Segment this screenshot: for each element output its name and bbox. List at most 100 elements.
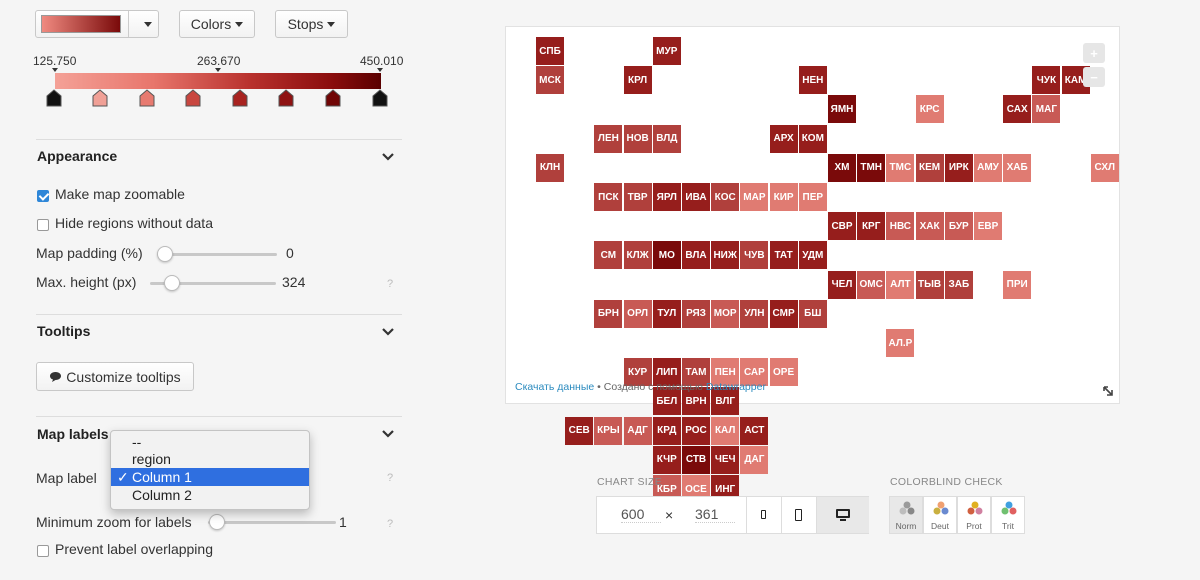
region-tile[interactable]: КАЛ: [711, 416, 740, 445]
dropdown-option-selected[interactable]: ✓ Column 1: [111, 468, 309, 486]
region-tile[interactable]: АМУ: [974, 153, 1002, 182]
appearance-title[interactable]: Appearance: [37, 148, 118, 164]
region-tile[interactable]: ЯРЛ: [652, 183, 681, 211]
region-tile[interactable]: ЛЕН: [594, 124, 623, 153]
zoom-in-button[interactable]: +: [1083, 43, 1105, 63]
region-tile[interactable]: СЕВ: [565, 416, 594, 445]
chart-height-input[interactable]: 361: [695, 506, 735, 523]
max-height-knob[interactable]: [164, 275, 180, 291]
region-tile[interactable]: НОВ: [623, 124, 652, 153]
region-tile[interactable]: САР: [740, 358, 769, 387]
dropdown-option[interactable]: --: [132, 434, 142, 450]
region-tile[interactable]: КИР: [769, 183, 798, 211]
region-tile[interactable]: ТЫВ: [915, 270, 944, 299]
colorblind-deut-button[interactable]: Deut: [923, 496, 957, 534]
region-tile[interactable]: КРГ: [857, 212, 886, 241]
chevron-down-icon[interactable]: [382, 428, 394, 440]
region-tile[interactable]: САХ: [1003, 95, 1032, 124]
min-zoom-slider[interactable]: [208, 521, 336, 524]
region-tile[interactable]: РЯЗ: [682, 299, 710, 328]
region-tile[interactable]: ДАГ: [740, 445, 769, 474]
region-tile[interactable]: ЧУВ: [740, 241, 769, 270]
region-tile[interactable]: ТМН: [857, 153, 886, 182]
region-tile[interactable]: АРХ: [769, 124, 798, 153]
region-tile[interactable]: КЧР: [652, 445, 681, 474]
max-height-slider[interactable]: [150, 282, 276, 285]
map-padding-slider[interactable]: [157, 253, 277, 256]
region-tile[interactable]: ПЕН: [711, 358, 740, 387]
region-tile[interactable]: МОР: [711, 299, 740, 328]
region-tile[interactable]: СПБ: [536, 37, 564, 65]
dropdown-option[interactable]: region: [132, 451, 171, 467]
help-icon[interactable]: ?: [387, 518, 394, 530]
region-tile[interactable]: ИВА: [682, 183, 710, 211]
tooltips-title[interactable]: Tooltips: [37, 323, 91, 339]
colorblind-prot-button[interactable]: Prot: [957, 496, 991, 534]
region-tile[interactable]: БШ: [798, 299, 827, 328]
region-tile[interactable]: АСТ: [740, 416, 769, 445]
region-tile[interactable]: АДГ: [623, 416, 652, 445]
region-tile[interactable]: ПРИ: [1003, 270, 1032, 299]
mobile-large-button[interactable]: [782, 497, 816, 533]
zoom-out-button[interactable]: −: [1083, 67, 1105, 87]
chart-width-input[interactable]: 600: [621, 506, 661, 523]
colors-button[interactable]: Colors: [179, 10, 255, 38]
region-tile[interactable]: ТУЛ: [652, 299, 681, 328]
region-tile[interactable]: СХЛ: [1090, 153, 1119, 182]
region-tile[interactable]: ВЛГ: [711, 387, 740, 416]
region-tile[interactable]: НВС: [886, 212, 915, 241]
colorblind-trit-button[interactable]: Trit: [991, 496, 1025, 534]
gradient-bar[interactable]: [55, 73, 381, 89]
zoomable-checkbox[interactable]: [37, 190, 49, 202]
region-tile[interactable]: УДМ: [798, 241, 827, 270]
colorblind-norm-button[interactable]: Norm: [889, 496, 923, 534]
region-tile[interactable]: КРЛ: [623, 66, 652, 95]
region-tile[interactable]: РОС: [682, 416, 710, 445]
region-tile[interactable]: КЛЖ: [623, 241, 652, 270]
stops-button[interactable]: Stops: [275, 10, 348, 38]
region-tile[interactable]: ПЕР: [798, 183, 827, 211]
region-tile[interactable]: ВРН: [682, 387, 710, 416]
region-tile[interactable]: АЛ.Р: [886, 329, 915, 357]
datawrapper-link[interactable]: Datawrapper: [705, 381, 766, 393]
region-tile[interactable]: ВЛД: [652, 124, 681, 153]
region-tile[interactable]: МУР: [652, 37, 681, 65]
region-tile[interactable]: ОРЕ: [769, 358, 798, 387]
region-tile[interactable]: КЛН: [536, 153, 564, 182]
region-tile[interactable]: СМ: [594, 241, 623, 270]
region-tile[interactable]: ЧУК: [1032, 66, 1061, 95]
help-icon[interactable]: ?: [387, 472, 394, 484]
region-tile[interactable]: ОРЛ: [623, 299, 652, 328]
palette-dropdown[interactable]: [35, 10, 159, 38]
region-tile[interactable]: АЛТ: [886, 270, 915, 299]
dropdown-option[interactable]: Column 2: [132, 487, 192, 503]
region-tile[interactable]: КЕМ: [915, 153, 944, 182]
region-tile[interactable]: ТМС: [886, 153, 915, 182]
region-tile[interactable]: ЧЕЧ: [711, 445, 740, 474]
region-tile[interactable]: ХАБ: [1003, 153, 1032, 182]
chevron-down-icon[interactable]: [382, 151, 394, 163]
region-tile[interactable]: СВР: [828, 212, 856, 241]
region-tile[interactable]: МАР: [740, 183, 769, 211]
region-tile[interactable]: СМР: [769, 299, 798, 328]
help-icon[interactable]: ?: [387, 278, 394, 290]
region-tile[interactable]: БРН: [594, 299, 623, 328]
region-tile[interactable]: МАГ: [1032, 95, 1061, 124]
region-tile[interactable]: ЗАБ: [944, 270, 973, 299]
map-padding-knob[interactable]: [157, 246, 173, 262]
region-tile[interactable]: КУР: [623, 358, 652, 387]
region-tile[interactable]: ЯМН: [828, 95, 856, 124]
region-tile[interactable]: КОС: [711, 183, 740, 211]
map-label-dropdown-menu[interactable]: -- region ✓ Column 1 Column 2: [110, 430, 310, 510]
region-tile[interactable]: МО: [652, 241, 681, 270]
region-tile[interactable]: УЛН: [740, 299, 769, 328]
region-tile[interactable]: ОМС: [857, 270, 886, 299]
region-tile[interactable]: ТАМ: [682, 358, 710, 387]
region-tile[interactable]: ЕВР: [974, 212, 1002, 241]
resize-icon[interactable]: [1102, 385, 1114, 397]
min-zoom-knob[interactable]: [209, 514, 225, 530]
mobile-small-button[interactable]: [747, 497, 781, 533]
region-tile[interactable]: ПСК: [594, 183, 623, 211]
region-tile[interactable]: ТВР: [623, 183, 652, 211]
region-tile[interactable]: НЕН: [798, 66, 827, 95]
